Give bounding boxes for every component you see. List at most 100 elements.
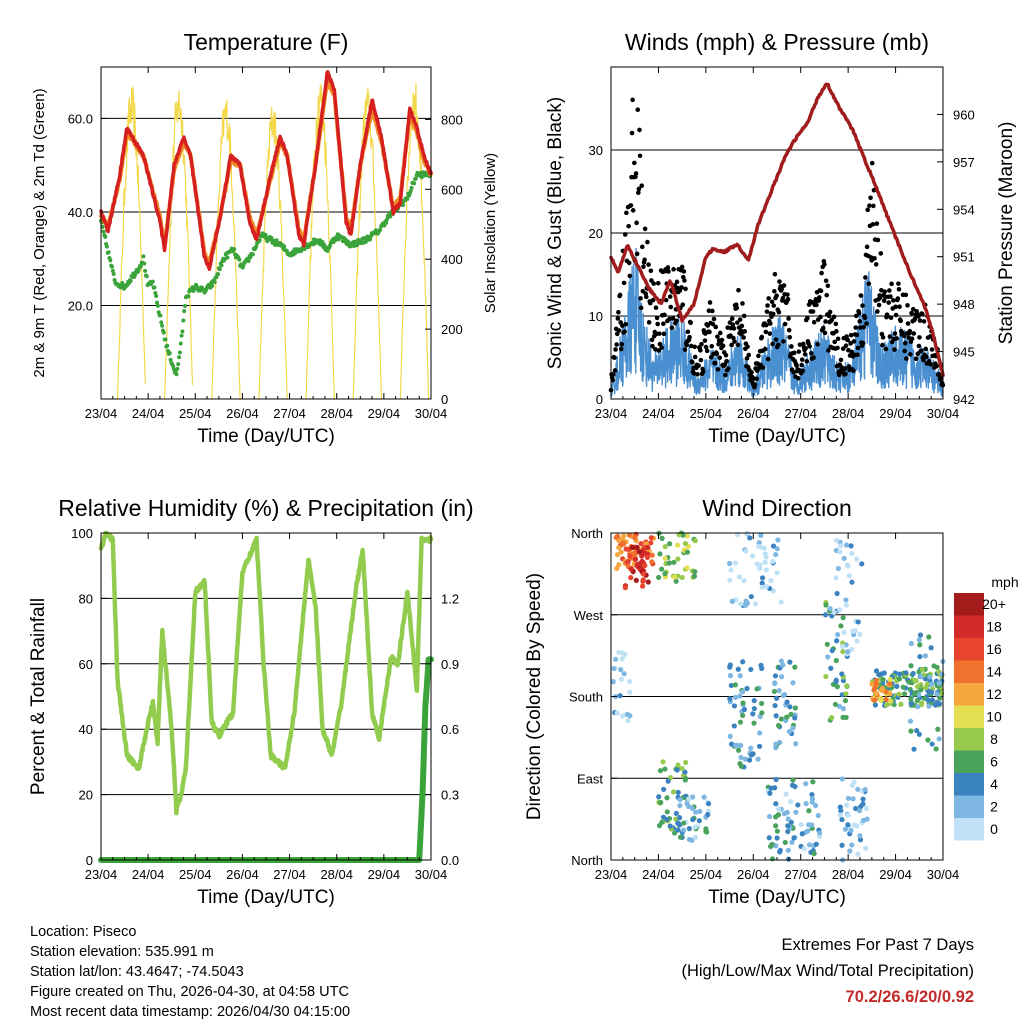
wind-gust-point	[657, 341, 663, 347]
wind-gust-point	[893, 304, 898, 310]
wind-gust-point	[669, 325, 675, 331]
wind-direction-point	[696, 818, 702, 824]
wind-gust-point	[612, 355, 617, 361]
wind-gust-point	[740, 301, 745, 306]
dewpoint-point	[409, 185, 414, 190]
wind-direction-point	[898, 701, 904, 707]
wind-direction-point	[763, 554, 769, 560]
wind-direction-point	[829, 647, 835, 654]
wind-direction-point	[648, 535, 654, 541]
direction-y-tick-label: East	[577, 771, 603, 786]
dewpoint-point	[248, 255, 253, 260]
wind-direction-point	[921, 695, 927, 702]
wind-direction-point	[735, 666, 741, 672]
wind-direction-point	[742, 756, 748, 762]
dewpoint-point	[219, 263, 224, 268]
wind-gust-point	[831, 314, 837, 320]
wind-direction-point	[627, 713, 633, 719]
wind-gust-point	[736, 287, 741, 293]
wind-direction-point	[616, 562, 622, 568]
winds-x-tick-label: 30/04	[927, 406, 960, 421]
wind-direction-point	[837, 549, 843, 555]
wind-direction-point	[727, 577, 733, 583]
wind-direction-point	[775, 537, 781, 543]
wind-direction-point	[686, 836, 692, 843]
wind-direction-point	[771, 688, 777, 695]
extremes-subtitle: (High/Low/Max Wind/Total Precipitation)	[681, 962, 974, 980]
dewpoint-point	[100, 224, 105, 229]
wind-direction-point	[928, 689, 935, 695]
wind-direction-point	[914, 698, 920, 704]
wind-direction-point	[810, 779, 816, 785]
wind-direction-point	[910, 670, 916, 677]
wind-direction-point	[880, 677, 886, 683]
wind-gust-point	[610, 377, 616, 383]
wind-gust-point	[918, 348, 924, 354]
extremes-title: Extremes For Past 7 Days	[781, 936, 974, 954]
wind-gust-point	[624, 210, 629, 216]
station-pressure-line	[609, 82, 945, 378]
wind-direction-point	[666, 560, 672, 566]
winds-y2-tick-label: 942	[953, 392, 975, 407]
wind-direction-point	[664, 816, 670, 823]
wind-direction-point	[776, 688, 782, 694]
wind-direction-point	[770, 543, 777, 549]
wind-gust-point	[680, 302, 686, 307]
wind-gust-point	[842, 366, 848, 371]
humidity-x-tick-label: 24/04	[132, 867, 165, 882]
wind-gust-point	[849, 349, 855, 355]
wind-direction-point	[738, 763, 744, 769]
wind-gust-point	[760, 365, 766, 370]
wind-direction-point	[927, 674, 933, 680]
wind-gust-point	[709, 343, 715, 349]
wind-gust-point	[616, 309, 621, 315]
wind-gust-point	[670, 316, 676, 321]
winds-x-tick-label: 24/04	[642, 406, 675, 421]
wind-gust-point	[653, 305, 659, 310]
wind-direction-point	[727, 696, 733, 702]
colorbar-swatch	[954, 795, 984, 818]
wind-direction-point	[816, 830, 823, 836]
dewpoint-point	[412, 181, 417, 186]
dewpoint-point	[378, 227, 383, 232]
dewpoint-point	[144, 274, 149, 279]
wind-gust-point	[741, 313, 747, 319]
dewpoint-point	[142, 261, 147, 266]
wind-direction-point	[662, 555, 668, 561]
wind-gust-point	[807, 344, 812, 349]
wind-gust-point	[764, 309, 770, 314]
wind-gust-point	[756, 353, 761, 359]
wind-gust-point	[661, 321, 666, 327]
wind-direction-point	[844, 802, 850, 808]
wind-direction-point	[841, 629, 847, 635]
wind-direction-point	[786, 728, 793, 735]
wind-gust-point	[873, 262, 879, 267]
wind-gust-point	[820, 325, 826, 331]
wind-direction-point	[775, 722, 782, 729]
wind-direction-point	[759, 575, 766, 581]
dewpoint-point	[165, 343, 170, 348]
wind-direction-point	[733, 560, 739, 566]
wind-direction-point	[784, 699, 790, 705]
wind-speed-line	[610, 247, 944, 398]
dewpoint-point	[152, 285, 157, 290]
wind-gust-point	[887, 288, 892, 293]
wind-gust-point	[896, 281, 901, 286]
wind-direction-point	[844, 683, 850, 689]
wind-gust-point	[745, 344, 750, 350]
wind-gust-point	[777, 279, 782, 284]
wind-direction-point	[774, 828, 780, 834]
wind-direction-point	[842, 826, 849, 832]
wind-direction-point	[738, 601, 744, 607]
wind-gust-point	[870, 222, 876, 227]
wind-direction-point	[773, 551, 779, 558]
wind-direction-point	[925, 697, 931, 704]
dewpoint-point	[168, 357, 173, 362]
dewpoint-point	[254, 244, 259, 249]
wind-direction-point	[929, 697, 936, 703]
wind-gust-point	[638, 296, 643, 301]
wind-gust-point	[698, 348, 703, 353]
wind-direction-point	[897, 671, 903, 677]
wind-direction-point	[636, 549, 643, 555]
wind-direction-point	[744, 685, 750, 692]
